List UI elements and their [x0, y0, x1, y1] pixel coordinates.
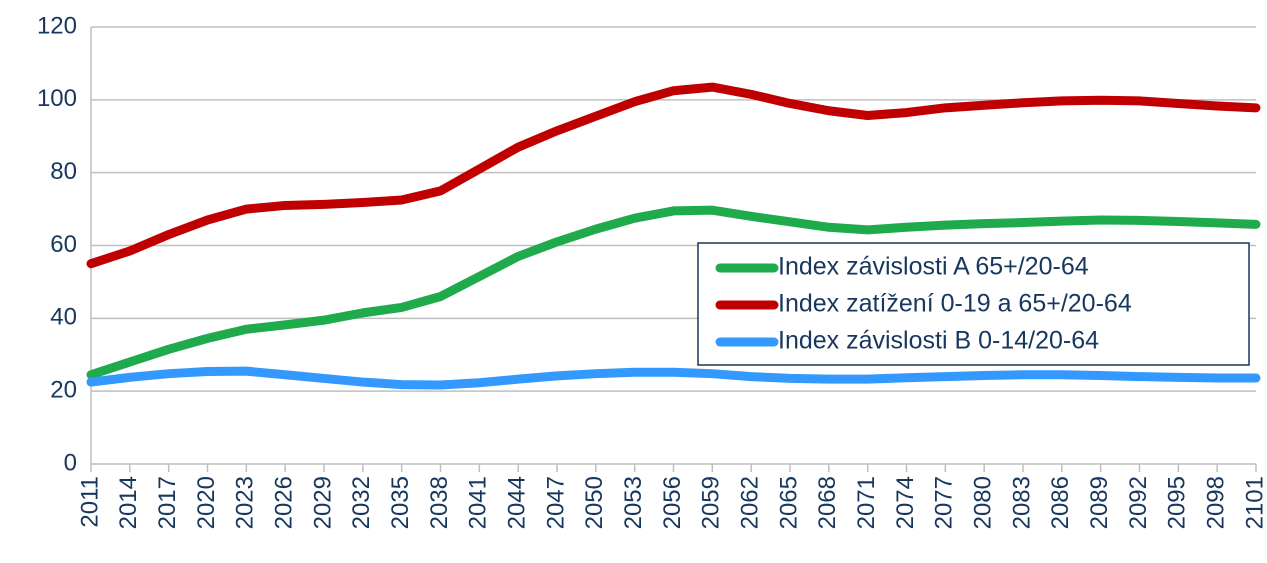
y-tick-label: 0: [64, 449, 77, 476]
x-tick-label: 2059: [698, 476, 725, 529]
legend-label: Index závislosti B 0-14/20-64: [778, 327, 1099, 355]
x-tick-label: 2071: [853, 476, 880, 529]
x-tick-label: 2011: [76, 476, 103, 528]
x-tick-label: 2101: [1241, 476, 1267, 529]
x-tick-label: 2023: [232, 476, 259, 529]
x-tick-label: 2026: [271, 476, 298, 529]
x-tick-label: 2041: [465, 476, 492, 529]
x-tick-label: 2050: [581, 476, 608, 529]
x-tick-label: 2029: [309, 476, 336, 529]
x-tick-label: 2038: [426, 476, 453, 529]
x-tick-label: 2056: [659, 476, 686, 529]
x-tick-label: 2020: [193, 476, 220, 529]
x-tick-label: 2086: [1047, 476, 1074, 529]
x-tick-label: 2077: [931, 476, 958, 529]
x-tick-label: 2065: [775, 476, 802, 529]
y-tick-label: 40: [50, 304, 77, 331]
x-tick-label: 2083: [1008, 476, 1035, 529]
y-tick-label: 80: [50, 158, 77, 185]
x-tick-label: 2092: [1125, 476, 1152, 529]
line-series: [86, 205, 1261, 380]
x-tick-label: 2068: [814, 476, 841, 529]
legend-label: Index zatížení 0-19 a 65+/20-64: [778, 290, 1132, 318]
x-tick-label: 2035: [387, 476, 414, 529]
y-tick-label: 100: [37, 85, 77, 112]
x-tick-label: 2074: [892, 476, 919, 529]
x-tick-label: 2047: [542, 476, 569, 529]
x-tick-label: 2014: [115, 476, 142, 529]
x-tick-label: 2089: [1086, 476, 1113, 529]
y-tick-label: 120: [37, 12, 77, 39]
x-tick-label: 2032: [348, 476, 375, 529]
legend-label: Index závislosti A 65+/20-64: [778, 253, 1089, 281]
line-series: [86, 82, 1261, 269]
x-tick-label: 2095: [1164, 476, 1191, 529]
line-series: [86, 366, 1261, 390]
x-tick-label: 2098: [1203, 476, 1230, 529]
x-tick-label: 2062: [737, 476, 764, 529]
x-tick-label: 2017: [154, 476, 181, 529]
x-tick-label: 2080: [970, 476, 997, 529]
x-tick-label: 2053: [620, 476, 647, 529]
y-tick-label: 60: [50, 231, 77, 258]
legend: [697, 242, 1250, 366]
x-tick-label: 2044: [504, 476, 531, 529]
y-tick-label: 20: [50, 377, 77, 404]
